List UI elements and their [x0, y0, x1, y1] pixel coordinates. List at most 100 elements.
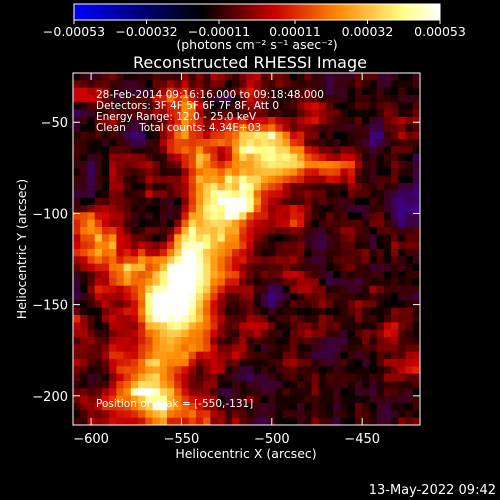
heatmap-pixel: [210, 278, 219, 287]
heatmap-pixel: [123, 373, 132, 382]
heatmap-pixel: [289, 344, 298, 353]
heatmap-pixel: [152, 285, 161, 294]
heatmap-pixel: [246, 102, 255, 111]
heatmap-pixel: [376, 241, 385, 250]
heatmap-pixel: [166, 183, 175, 191]
heatmap-pixel: [405, 315, 414, 323]
heatmap-pixel: [232, 219, 240, 228]
heatmap-pixel: [268, 102, 277, 111]
heatmap-pixel: [282, 183, 291, 191]
heatmap-pixel: [268, 329, 277, 338]
heatmap-pixel: [412, 366, 420, 375]
heatmap-pixel: [130, 73, 139, 81]
heatmap-pixel: [354, 219, 363, 228]
heatmap-pixel: [275, 395, 284, 404]
heatmap-pixel: [217, 300, 226, 309]
heatmap-pixel: [391, 131, 399, 140]
heatmap-pixel: [138, 322, 146, 331]
heatmap-pixel: [130, 102, 139, 111]
heatmap-pixel: [195, 109, 204, 118]
heatmap-pixel: [159, 315, 168, 323]
heatmap-pixel: [318, 197, 327, 206]
heatmap-pixel: [326, 117, 334, 125]
heatmap-pixel: [210, 263, 219, 272]
heatmap-pixel: [405, 227, 414, 235]
heatmap-pixel: [282, 175, 291, 184]
heatmap-pixel: [311, 175, 320, 184]
heatmap-pixel: [289, 117, 298, 125]
heatmap-pixel: [80, 131, 89, 140]
heatmap-pixel: [145, 388, 154, 397]
heatmap-pixel: [253, 234, 262, 243]
heatmap-pixel: [94, 183, 103, 191]
heatmap-pixel: [232, 227, 240, 235]
heatmap-pixel: [152, 388, 161, 397]
heatmap-pixel: [253, 315, 262, 323]
heatmap-pixel: [210, 131, 219, 140]
heatmap-pixel: [123, 234, 132, 243]
heatmap-pixel: [268, 315, 277, 323]
heatmap-pixel: [362, 293, 370, 301]
heatmap-pixel: [188, 241, 197, 250]
heatmap-pixel: [166, 403, 175, 411]
heatmap-pixel: [282, 227, 291, 235]
heatmap-pixel: [246, 373, 255, 382]
heatmap-pixel: [101, 285, 110, 294]
heatmap-pixel: [246, 80, 255, 89]
heatmap-pixel: [383, 300, 392, 309]
heatmap-pixel: [80, 278, 89, 287]
heatmap-pixel: [275, 161, 284, 169]
heatmap-pixel: [304, 190, 313, 199]
heatmap-pixel: [232, 293, 240, 301]
heatmap-pixel: [217, 293, 226, 301]
heatmap-pixel: [304, 175, 313, 184]
heatmap-pixel: [101, 80, 110, 89]
heatmap-pixel: [326, 381, 334, 389]
heatmap-pixel: [326, 315, 334, 323]
heatmap-pixel: [174, 256, 183, 265]
heatmap-pixel: [174, 307, 183, 316]
heatmap-pixel: [80, 329, 89, 338]
heatmap-pixel: [318, 337, 327, 345]
heatmap-pixel: [210, 307, 219, 316]
heatmap-pixel: [203, 205, 211, 213]
heatmap-pixel: [289, 410, 298, 419]
heatmap-pixel: [376, 263, 385, 272]
heatmap-pixel: [203, 410, 211, 419]
heatmap-pixel: [275, 175, 284, 184]
heatmap-pixel: [87, 344, 96, 353]
heatmap-pixel: [297, 359, 305, 367]
heatmap-pixel: [109, 351, 117, 360]
heatmap-pixel: [369, 293, 378, 301]
heatmap-pixel: [203, 73, 211, 81]
heatmap-pixel: [73, 102, 81, 111]
heatmap-pixel: [109, 227, 117, 235]
heatmap-pixel: [181, 241, 190, 250]
heatmap-pixel: [73, 161, 81, 169]
heatmap-pixel: [405, 197, 414, 206]
heatmap-pixel: [159, 124, 168, 133]
heatmap-pixel: [405, 212, 414, 221]
heatmap-pixel: [152, 293, 161, 301]
heatmap-pixel: [362, 80, 370, 89]
heatmap-pixel: [87, 263, 96, 272]
heatmap-pixel: [145, 381, 154, 389]
heatmap-pixel: [159, 249, 168, 257]
heatmap-pixel: [152, 344, 161, 353]
heatmap-pixel: [260, 410, 269, 419]
heatmap-pixel: [383, 153, 392, 162]
heatmap-pixel: [80, 197, 89, 206]
heatmap-pixel: [123, 388, 132, 397]
heatmap-pixel: [354, 124, 363, 133]
heatmap-pixel: [340, 417, 349, 425]
heatmap-pixel: [80, 351, 89, 360]
heatmap-pixel: [304, 256, 313, 265]
heatmap-pixel: [80, 227, 89, 235]
heatmap-pixel: [412, 175, 420, 184]
heatmap-pixel: [369, 351, 378, 360]
heatmap-pixel: [138, 366, 146, 375]
heatmap-pixel: [253, 337, 262, 345]
heatmap-pixel: [376, 205, 385, 213]
heatmap-pixel: [130, 344, 139, 353]
heatmap-pixel: [376, 183, 385, 191]
